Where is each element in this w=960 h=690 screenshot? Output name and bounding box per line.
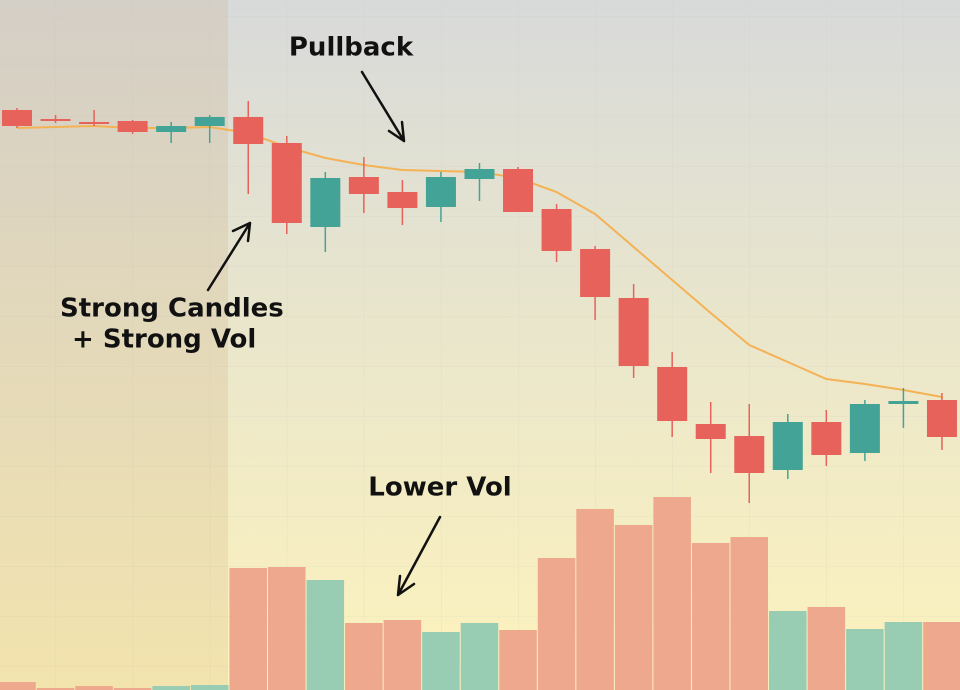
annotations: Pullback Strong Candles + Strong Vol Low… (60, 33, 512, 597)
candle-body (849, 404, 880, 453)
candle-body (618, 298, 649, 366)
volume-bar (36, 688, 75, 690)
volume-bar (345, 623, 383, 690)
candle-body (156, 126, 187, 132)
candle-body (233, 117, 264, 144)
candle-body (734, 436, 765, 473)
candle-body (194, 117, 225, 126)
volume-bar (152, 686, 190, 690)
candle-body (79, 122, 110, 124)
candle-body (772, 422, 803, 470)
candle-body (40, 119, 71, 121)
candle-body (926, 400, 957, 437)
candle-body (117, 121, 148, 132)
plot (0, 101, 960, 690)
candle-body (695, 424, 726, 439)
volume-bar (884, 622, 923, 690)
volume-bar (268, 567, 306, 690)
annotation: Lower Vol (368, 473, 511, 503)
volume-bar (923, 622, 960, 690)
annotation: Pullback (289, 33, 414, 63)
volume-bar (499, 630, 537, 690)
volume-bar (75, 686, 113, 690)
volume-bar (614, 525, 653, 690)
candle-body (425, 177, 456, 207)
volume-bar (691, 543, 730, 690)
volume-bar (460, 623, 499, 690)
candle-body (657, 367, 688, 421)
volume-bar (0, 682, 36, 690)
candle-body (811, 422, 842, 455)
candle-body (310, 178, 341, 227)
arrow (206, 221, 252, 292)
annotation: + Strong Vol (72, 325, 256, 355)
candle-body (580, 249, 611, 297)
volume-bar (576, 509, 614, 690)
volume-bar (113, 688, 152, 690)
candle-body (271, 143, 302, 223)
volume-bar (422, 632, 460, 690)
candle-body (387, 192, 418, 208)
volume-bar (229, 568, 268, 690)
volume-bar (383, 620, 422, 690)
candle-body (503, 169, 534, 212)
annotation: Strong Candles (60, 294, 284, 324)
arrow (360, 70, 406, 143)
volume-bar (846, 629, 884, 690)
volume-bar (807, 607, 846, 690)
arrow (396, 515, 442, 597)
candle-body (348, 177, 379, 194)
candle-body (541, 209, 572, 251)
volume-bar (537, 558, 576, 690)
volume-bar (190, 685, 229, 690)
volume-bar (653, 497, 691, 690)
candle-body (2, 110, 32, 126)
volume-bar (306, 580, 345, 690)
candle-body (888, 401, 919, 404)
candle-body (464, 169, 495, 179)
volume-bar (769, 611, 807, 690)
shaded-region (0, 0, 228, 690)
volume-bar (730, 537, 769, 690)
